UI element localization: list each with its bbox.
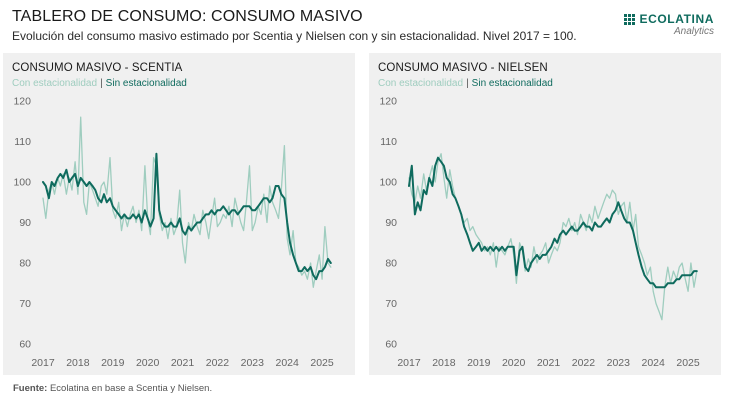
series-line-sin-estacionalidad bbox=[42, 152, 332, 281]
y-tick-label: 90 bbox=[385, 217, 397, 229]
chart-plot-nielsen: 60 70 80 90 100 110 120 2017 2018 2019 2020 2021 202… bbox=[379, 96, 700, 370]
y-tick-label: 80 bbox=[19, 258, 31, 270]
chart-plot-scentia: 60 70 80 90 100 110 120 2017 2018 2019 2020 2021 202… bbox=[13, 96, 334, 370]
x-tick-label: 2024 bbox=[276, 357, 300, 369]
y-tick-label: 70 bbox=[385, 298, 397, 310]
y-tick-label: 100 bbox=[379, 177, 397, 189]
legend-separator: | bbox=[466, 78, 469, 89]
x-tick-label: 2019 bbox=[467, 357, 491, 369]
brand-grid-icon bbox=[624, 13, 636, 25]
series-line-con-estacionalidad bbox=[42, 116, 332, 288]
legend-item-sin-estacionalidad: Sin estacionalidad bbox=[471, 78, 553, 89]
x-tick-label: 2017 bbox=[31, 357, 55, 369]
source-note: Fuente: Ecolatina en base a Scentia y Ni… bbox=[13, 383, 212, 394]
y-tick-label: 60 bbox=[385, 339, 397, 351]
x-tick-label: 2025 bbox=[676, 357, 700, 369]
brand-logo: ECOLATINA Analytics bbox=[584, 12, 714, 37]
x-tick-label: 2021 bbox=[171, 357, 195, 369]
y-tick-label: 120 bbox=[379, 96, 397, 108]
header: TABLERO DE CONSUMO: CONSUMO MASIVO Evolu… bbox=[12, 7, 612, 44]
x-tick-label: 2023 bbox=[607, 357, 631, 369]
y-tick-label: 70 bbox=[19, 298, 31, 310]
legend-item-sin-estacionalidad: Sin estacionalidad bbox=[105, 78, 187, 89]
y-tick-label: 60 bbox=[19, 339, 31, 351]
x-tick-label: 2025 bbox=[310, 357, 334, 369]
y-tick-label: 100 bbox=[13, 177, 31, 189]
chart-legend: Con estacionalidad | Sin estacionalidad bbox=[12, 78, 187, 89]
series-line-sin-estacionalidad bbox=[408, 156, 698, 289]
x-tick-label: 2018 bbox=[432, 357, 456, 369]
chart-title: CONSUMO MASIVO - SCENTIA bbox=[12, 62, 183, 74]
y-tick-label: 110 bbox=[14, 136, 31, 148]
x-tick-label: 2022 bbox=[206, 357, 230, 369]
chart-legend: Con estacionalidad | Sin estacionalidad bbox=[378, 78, 553, 89]
x-tick-label: 2024 bbox=[642, 357, 666, 369]
x-tick-label: 2023 bbox=[241, 357, 265, 369]
x-tick-label: 2022 bbox=[572, 357, 596, 369]
x-tick-label: 2018 bbox=[66, 357, 90, 369]
legend-item-con-estacionalidad: Con estacionalidad bbox=[12, 78, 98, 89]
page-title: TABLERO DE CONSUMO: CONSUMO MASIVO bbox=[12, 8, 363, 25]
chart-panel-nielsen: CONSUMO MASIVO - NIELSEN Con estacionali… bbox=[369, 53, 721, 375]
brand-name: ECOLATINA bbox=[639, 12, 714, 26]
chart-title: CONSUMO MASIVO - NIELSEN bbox=[378, 62, 548, 74]
x-tick-label: 2020 bbox=[136, 357, 160, 369]
page-subtitle: Evolución del consumo masivo estimado po… bbox=[12, 29, 577, 43]
y-tick-label: 110 bbox=[380, 136, 397, 148]
legend-item-con-estacionalidad: Con estacionalidad bbox=[378, 78, 464, 89]
y-tick-label: 120 bbox=[13, 96, 31, 108]
chart-panel-scentia: CONSUMO MASIVO - SCENTIA Con estacionali… bbox=[3, 53, 355, 375]
legend-separator: | bbox=[100, 78, 103, 89]
brand-subtitle: Analytics bbox=[673, 26, 714, 37]
x-tick-label: 2020 bbox=[502, 357, 526, 369]
y-tick-label: 80 bbox=[385, 258, 397, 270]
source-text: Ecolatina en base a Scentia y Nielsen. bbox=[47, 383, 213, 394]
source-label: Fuente: bbox=[13, 383, 48, 394]
y-tick-label: 90 bbox=[19, 217, 31, 229]
x-tick-label: 2019 bbox=[101, 357, 125, 369]
series-line-con-estacionalidad bbox=[408, 153, 698, 321]
x-tick-label: 2017 bbox=[397, 357, 421, 369]
x-tick-label: 2021 bbox=[537, 357, 561, 369]
